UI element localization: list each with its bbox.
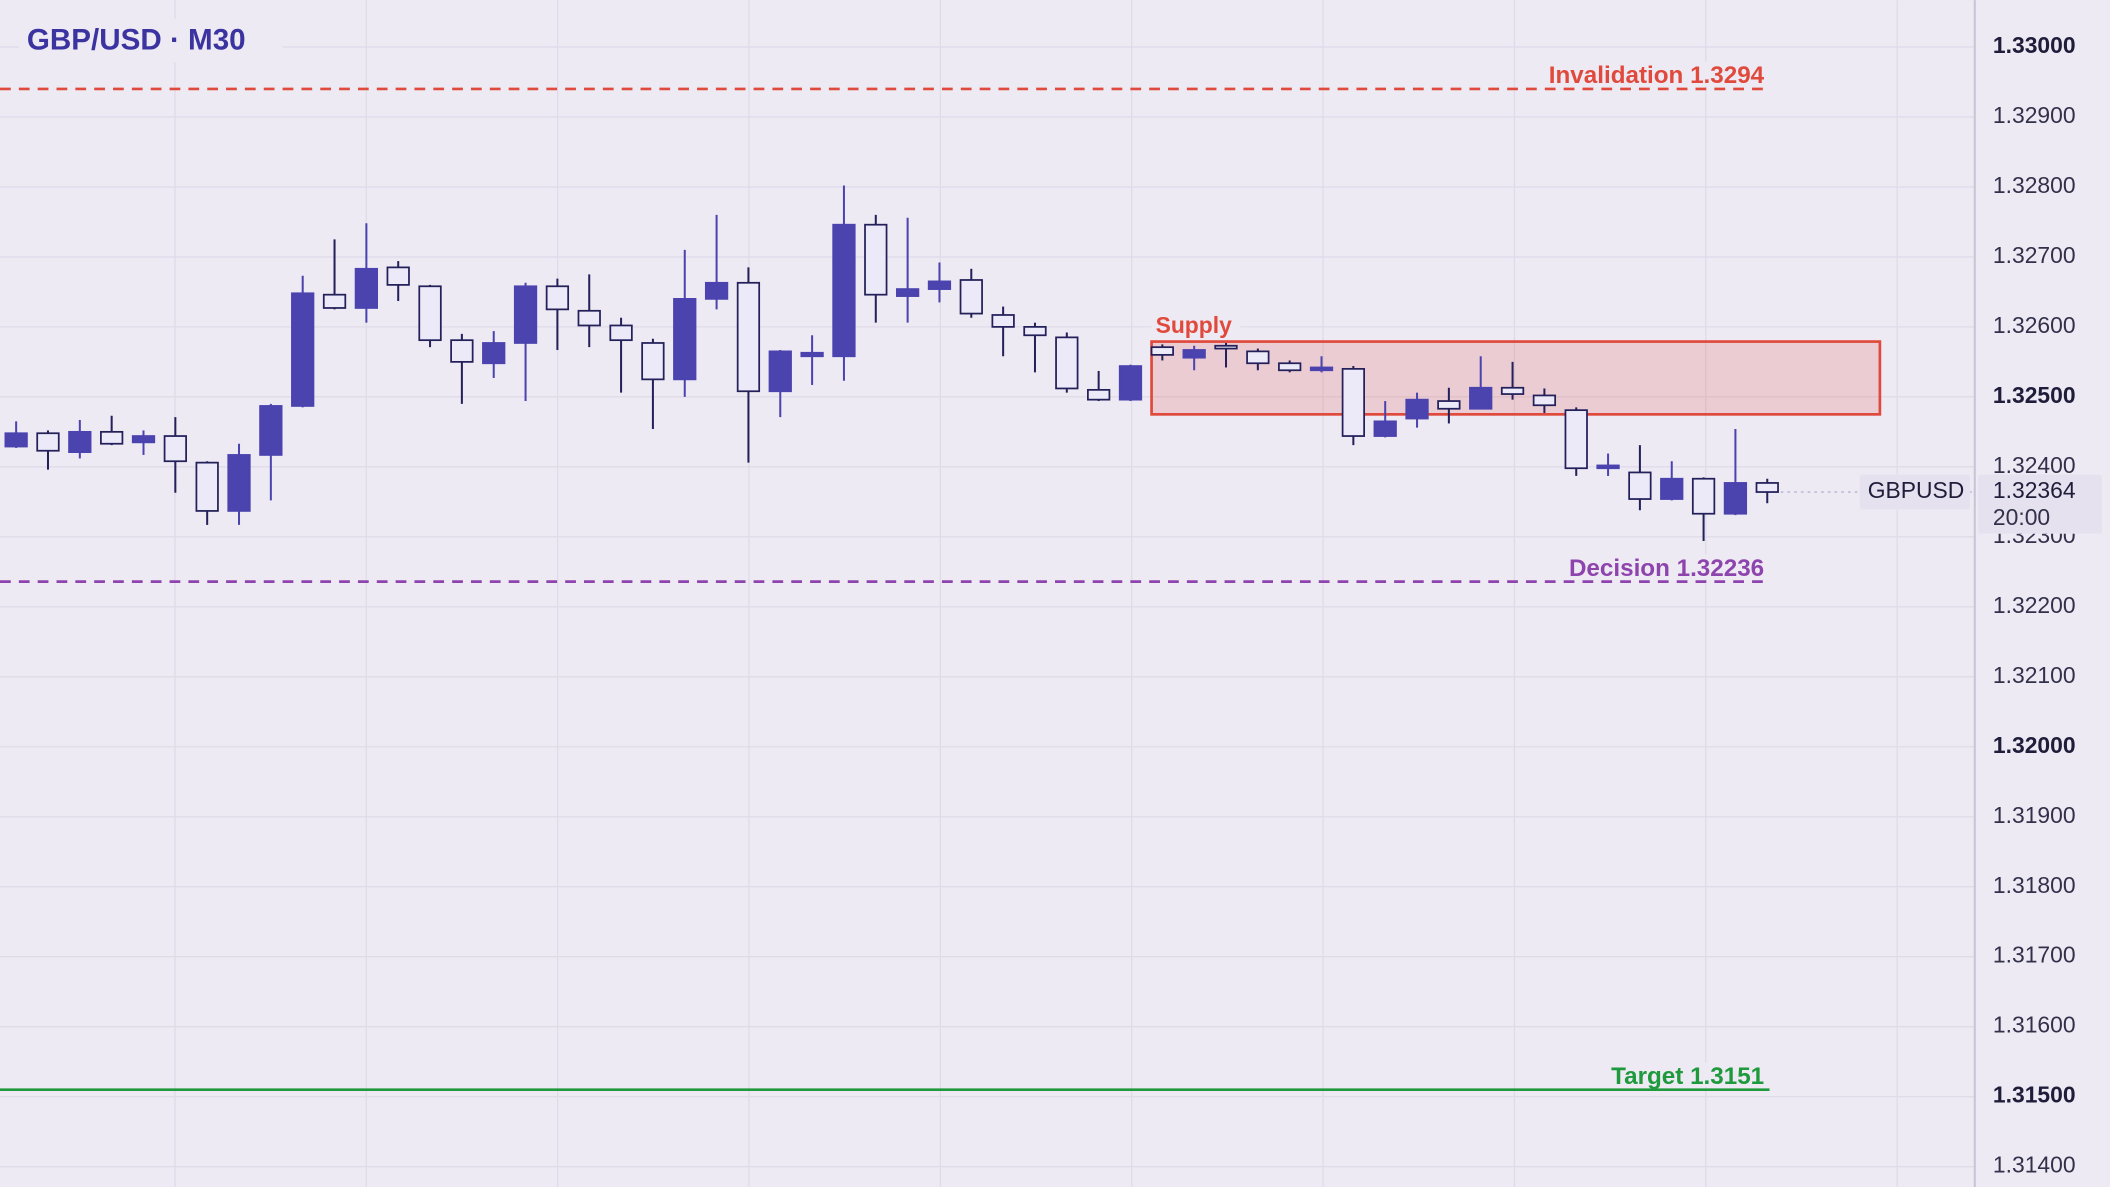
y-tick-label: 1.32700 xyxy=(1993,242,2076,268)
candle-body xyxy=(1246,350,1270,365)
level-label-bg xyxy=(1605,1062,1770,1087)
title-bg xyxy=(18,18,283,62)
countdown: 20:00 xyxy=(1993,504,2050,530)
candle-body xyxy=(736,281,761,393)
candle-body xyxy=(418,285,442,342)
level-label: Target 1.3151 xyxy=(1611,1063,1764,1090)
candle-body xyxy=(1755,482,1779,493)
candle-body xyxy=(1628,471,1652,500)
level-label: Invalidation 1.3294 xyxy=(1549,62,1765,89)
chart-title: GBP/USD · M30 xyxy=(27,24,246,57)
candle-body xyxy=(991,314,1015,328)
supply-zone xyxy=(1150,340,1882,416)
candle-body xyxy=(1437,400,1461,410)
candle-body xyxy=(291,292,315,407)
grid xyxy=(0,0,1975,1187)
y-tick-label: 1.32200 xyxy=(1993,592,2076,618)
candle-body xyxy=(1596,464,1620,470)
candle-body xyxy=(577,309,601,327)
candle-body xyxy=(1023,325,1047,337)
candle-body xyxy=(704,281,729,300)
price-axis: 1.31400 1.31500 1.31600 1.31700 1.31800 1.319… xyxy=(1859,32,2102,1178)
candle-body xyxy=(1405,398,1429,420)
y-tick-label: 1.32600 xyxy=(1993,312,2076,338)
y-tick-label: 1.32400 xyxy=(1993,452,2076,478)
candle-body xyxy=(609,324,633,342)
candle-body xyxy=(895,288,920,297)
candle-body xyxy=(927,280,952,290)
y-tick-label: 1.31700 xyxy=(1993,942,2076,968)
symbol-tag-bg xyxy=(1859,474,1971,510)
plot: Supply Invalidation 1.3294 Decision 1.3223… xyxy=(0,62,1975,1092)
candle-body xyxy=(322,293,347,309)
candle-body xyxy=(1723,482,1748,515)
candle-body xyxy=(386,266,410,286)
candle-body xyxy=(68,430,92,454)
y-tick-label: 1.31500 xyxy=(1993,1082,2076,1108)
candle-body xyxy=(513,285,538,344)
candle-body xyxy=(1469,386,1493,410)
candle-body xyxy=(641,342,665,381)
last-price-bg xyxy=(1978,474,2102,534)
candle-body xyxy=(259,405,283,456)
candle-body xyxy=(195,461,219,512)
candle-body xyxy=(227,454,251,512)
candle-body xyxy=(1182,349,1206,359)
candle-body xyxy=(1309,366,1334,372)
level-label-bg xyxy=(1563,554,1770,579)
candle-body xyxy=(545,285,570,311)
symbol-tag: GBPUSD xyxy=(1868,477,1965,503)
y-tick-label: 1.32000 xyxy=(1993,732,2076,758)
y-tick-label: 1.31600 xyxy=(1993,1012,2076,1038)
candle-body xyxy=(768,350,792,393)
candle-body xyxy=(1564,409,1588,470)
candle-body xyxy=(482,342,506,365)
candle-body xyxy=(100,430,124,445)
y-tick-label: 1.31400 xyxy=(1993,1152,2076,1178)
candle-body xyxy=(1278,362,1302,372)
candle-body xyxy=(1087,388,1111,401)
y-tick-label: 1.32100 xyxy=(1993,662,2076,688)
zone-label: Supply xyxy=(1156,312,1232,338)
candle-body xyxy=(1500,386,1525,395)
candle-body xyxy=(1532,394,1557,407)
candle-body xyxy=(800,351,824,358)
candle-body xyxy=(832,223,856,358)
candle-body xyxy=(959,279,983,315)
level-label-bg xyxy=(1543,62,1770,87)
candle-body xyxy=(673,298,697,381)
candle-body xyxy=(1118,365,1143,401)
last-price-label: 1.32364 xyxy=(1993,477,2076,503)
candle-body xyxy=(864,223,888,296)
candle-body xyxy=(1055,336,1079,390)
y-tick-label: 1.32900 xyxy=(1993,102,2076,128)
candle-body xyxy=(1691,477,1716,515)
y-tick-label: 1.33000 xyxy=(1993,32,2076,58)
candle-body xyxy=(4,432,28,448)
candle-body xyxy=(36,432,60,452)
candle-body xyxy=(450,339,474,363)
y-tick-label: 1.32800 xyxy=(1993,172,2076,198)
candle-body xyxy=(1341,367,1366,437)
y-tick-label: 1.31900 xyxy=(1993,802,2076,828)
candle-body xyxy=(354,267,379,309)
candle-body xyxy=(1373,420,1397,437)
candle-body xyxy=(1150,346,1174,356)
y-tick-label: 1.31800 xyxy=(1993,872,2076,898)
candle-body xyxy=(131,435,156,444)
candle-body xyxy=(1214,344,1238,350)
level-label: Decision 1.32236 xyxy=(1569,555,1764,582)
zone-label-bg xyxy=(1151,311,1241,339)
candle-body xyxy=(1660,477,1684,500)
y-tick-label: 1.32500 xyxy=(1993,382,2076,408)
candle-body xyxy=(163,435,187,463)
